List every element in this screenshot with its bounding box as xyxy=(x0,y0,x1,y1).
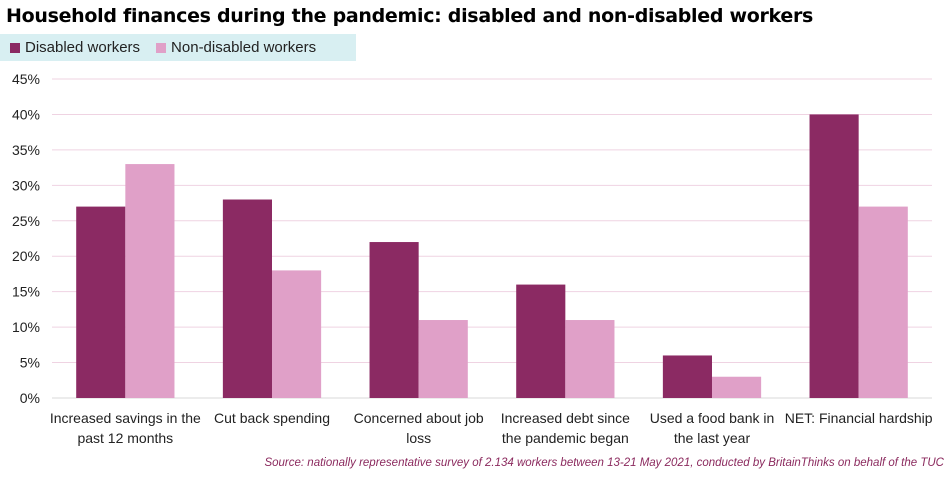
x-category-label: the last year xyxy=(674,430,751,446)
x-category-label: past 12 months xyxy=(77,430,173,446)
bar-disabled xyxy=(516,284,566,398)
bar-non-disabled xyxy=(272,270,322,398)
x-category-label: loss xyxy=(406,430,431,446)
bar-non-disabled xyxy=(858,206,908,398)
y-tick-label: 5% xyxy=(20,355,40,371)
bar-non-disabled xyxy=(125,164,175,398)
bar-non-disabled xyxy=(565,320,615,398)
legend-item-disabled: Disabled workers xyxy=(10,39,140,56)
legend-swatch-disabled xyxy=(10,42,20,53)
x-category-label: Increased savings in the xyxy=(50,410,201,426)
bar-disabled xyxy=(369,242,419,398)
bar-non-disabled xyxy=(712,376,762,398)
y-tick-label: 25% xyxy=(12,213,40,229)
y-tick-label: 40% xyxy=(12,106,40,122)
y-tick-label: 30% xyxy=(12,177,40,193)
legend: Disabled workers Non-disabled workers xyxy=(0,34,356,61)
y-tick-label: 15% xyxy=(12,284,40,300)
y-tick-label: 20% xyxy=(12,248,40,264)
legend-swatch-non-disabled xyxy=(156,42,167,53)
source-note: Source: nationally representative survey… xyxy=(264,457,944,469)
legend-label-non-disabled: Non-disabled workers xyxy=(171,39,317,56)
y-tick-label: 10% xyxy=(12,319,40,335)
y-tick-label: 35% xyxy=(12,142,40,158)
legend-item-non-disabled: Non-disabled workers xyxy=(156,39,316,56)
x-category-label: Cut back spending xyxy=(214,410,330,426)
y-tick-label: 45% xyxy=(12,71,40,87)
x-category-label: Used a food bank in xyxy=(650,410,775,426)
y-tick-label: 0% xyxy=(20,390,40,406)
bar-disabled xyxy=(222,199,272,398)
bar-disabled xyxy=(76,206,126,398)
bar-disabled xyxy=(809,114,859,398)
x-category-label: the pandemic began xyxy=(502,430,629,446)
bar-non-disabled xyxy=(418,320,468,398)
legend-label-disabled: Disabled workers xyxy=(25,39,141,56)
x-category-label: Increased debt since xyxy=(501,410,630,426)
chart-title: Household finances during the pandemic: … xyxy=(6,5,814,27)
bar-disabled xyxy=(662,355,712,398)
x-category-label: NET: Financial hardship xyxy=(785,410,933,426)
x-category-label: Concerned about job xyxy=(354,410,484,426)
